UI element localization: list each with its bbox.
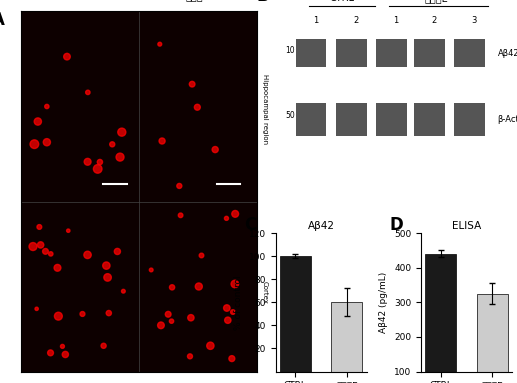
Point: [47, 350, 55, 356]
Point: [102, 262, 111, 268]
Text: 단백질E: 단백질E: [186, 0, 210, 1]
Point: [187, 315, 195, 321]
Bar: [280, 256, 311, 372]
Point: [197, 252, 206, 259]
Point: [113, 249, 121, 255]
Text: 1: 1: [393, 16, 399, 25]
Point: [186, 353, 194, 359]
Title: ELISA: ELISA: [452, 221, 481, 231]
Text: 2: 2: [353, 16, 359, 25]
Point: [84, 89, 92, 95]
Point: [188, 81, 196, 87]
Point: [116, 154, 124, 160]
Point: [34, 118, 42, 124]
Text: β-Actin: β-Actin: [498, 115, 517, 124]
FancyBboxPatch shape: [336, 39, 367, 67]
Point: [222, 215, 231, 221]
Point: [164, 311, 172, 318]
Point: [227, 355, 236, 362]
FancyBboxPatch shape: [454, 39, 484, 67]
Point: [79, 311, 87, 317]
Text: 10: 10: [285, 46, 295, 55]
Point: [43, 103, 51, 110]
Point: [175, 183, 184, 189]
Point: [176, 212, 185, 218]
FancyBboxPatch shape: [414, 103, 445, 136]
Text: B: B: [257, 0, 269, 5]
Text: A: A: [0, 11, 5, 29]
Point: [103, 274, 112, 280]
Point: [229, 309, 237, 315]
Point: [168, 284, 176, 290]
Text: Aβ42: Aβ42: [498, 49, 517, 57]
Point: [31, 141, 39, 147]
Point: [119, 288, 128, 294]
Point: [168, 318, 176, 324]
Point: [41, 248, 50, 254]
FancyBboxPatch shape: [336, 103, 367, 136]
FancyBboxPatch shape: [376, 39, 407, 67]
Point: [96, 159, 104, 165]
Point: [35, 224, 43, 230]
Point: [157, 322, 165, 328]
Bar: [331, 302, 362, 372]
Text: 3: 3: [472, 16, 477, 25]
Point: [37, 242, 45, 248]
FancyBboxPatch shape: [296, 39, 326, 67]
Point: [211, 147, 219, 153]
Point: [43, 139, 51, 145]
Point: [83, 252, 92, 258]
Point: [158, 138, 166, 144]
Point: [195, 283, 203, 290]
Text: CTRL: CTRL: [329, 0, 354, 3]
Point: [61, 352, 69, 358]
Point: [224, 317, 232, 323]
Point: [231, 281, 239, 287]
Point: [83, 159, 92, 165]
Y-axis label: Aβ42 (pg/mL): Aβ42 (pg/mL): [379, 272, 388, 333]
Text: 50: 50: [285, 111, 295, 120]
Point: [33, 306, 41, 312]
Point: [223, 305, 231, 311]
Title: Aβ42: Aβ42: [308, 221, 334, 231]
Text: CTRL: CTRL: [74, 0, 99, 1]
Point: [63, 54, 71, 60]
Point: [58, 343, 67, 349]
Point: [193, 104, 202, 110]
Y-axis label: % of control: % of control: [234, 275, 243, 330]
Point: [99, 343, 108, 349]
Text: Cortex: Cortex: [262, 281, 267, 304]
Point: [147, 267, 155, 273]
Bar: [477, 294, 508, 383]
Bar: [425, 254, 456, 383]
Point: [104, 310, 113, 316]
Point: [156, 41, 164, 47]
Point: [206, 343, 215, 349]
Text: C: C: [244, 216, 256, 234]
Point: [108, 141, 116, 147]
FancyBboxPatch shape: [296, 103, 326, 136]
Text: Hippocampal region: Hippocampal region: [262, 74, 267, 144]
Text: 1: 1: [313, 16, 318, 25]
Point: [54, 313, 63, 319]
Point: [53, 265, 62, 271]
Point: [231, 211, 239, 217]
Point: [94, 166, 102, 172]
FancyBboxPatch shape: [414, 39, 445, 67]
Text: D: D: [389, 216, 403, 234]
Text: 단백질E: 단백질E: [424, 0, 448, 3]
Point: [64, 228, 72, 234]
FancyBboxPatch shape: [454, 103, 484, 136]
FancyBboxPatch shape: [376, 103, 407, 136]
Point: [29, 244, 37, 250]
Text: 2: 2: [431, 16, 436, 25]
Point: [47, 251, 55, 257]
Point: [118, 129, 126, 135]
